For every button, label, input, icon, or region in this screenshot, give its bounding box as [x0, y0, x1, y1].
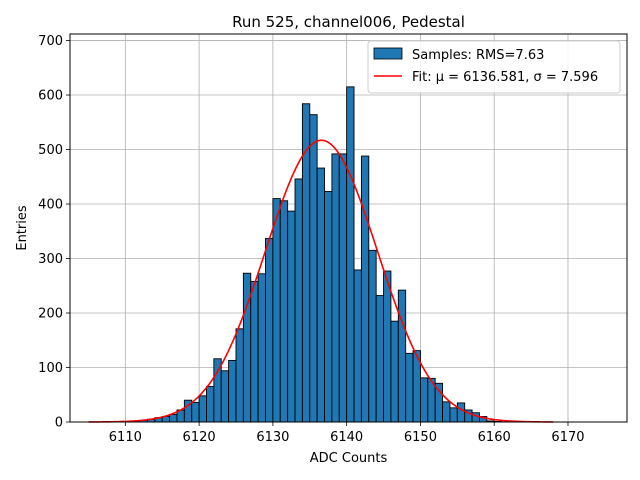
histogram-bar: [250, 280, 259, 423]
histogram-bar: [169, 413, 178, 423]
histogram-bar: [442, 401, 451, 423]
histogram-bar: [198, 395, 207, 423]
y-axis-title: Entries: [15, 205, 30, 251]
histogram-bar: [353, 269, 362, 423]
y-tick-label: 100: [38, 361, 63, 376]
histogram-bar: [206, 386, 215, 423]
axis-ticks: 6110 6120 6130 6140 6150 6160 6170 0 100 200 300 40…: [38, 34, 584, 445]
histogram-bar: [375, 295, 384, 423]
histogram-bar: [368, 249, 377, 423]
histogram-bar: [456, 402, 466, 423]
x-tick-label: 6160: [478, 430, 511, 445]
y-tick-label: 700: [38, 34, 63, 49]
y-tick-label: 0: [55, 416, 63, 431]
x-tick-label: 6140: [330, 430, 363, 445]
histogram-bar: [419, 377, 429, 423]
histogram-bar: [434, 382, 444, 423]
y-tick-label: 400: [38, 198, 63, 213]
plot-frame: [69, 33, 628, 423]
histogram-bar: [309, 114, 318, 423]
histogram-bar: [324, 191, 333, 423]
histogram-bar: [383, 270, 392, 423]
legend: Samples: RMS=7.63 Fit: μ = 6136.581, σ =…: [367, 40, 621, 94]
chart-title: Run 525, channel006, Pedestal: [232, 13, 465, 31]
x-tick-label: 6130: [256, 430, 289, 445]
histogram-bar: [272, 198, 281, 423]
histogram-bar: [242, 272, 252, 423]
x-tick-label: 6150: [404, 430, 437, 445]
y-tick-label: 600: [38, 89, 63, 104]
legend-bar-swatch: [373, 47, 403, 60]
histogram-bar: [191, 401, 200, 423]
histogram-bar: [287, 210, 296, 423]
histogram-bar: [397, 289, 407, 423]
y-tick-label: 200: [38, 307, 63, 322]
x-tick-label: 6170: [551, 430, 584, 445]
histogram-bar: [449, 407, 458, 423]
histogram-bar: [257, 273, 266, 423]
x-axis-title: ADC Counts: [310, 451, 388, 466]
legend-box: [367, 40, 621, 94]
histogram-bar: [235, 328, 244, 423]
histogram-bar: [316, 167, 325, 423]
x-tick-label: 6110: [109, 430, 142, 445]
histogram-bar: [390, 320, 399, 423]
y-tick-label: 500: [38, 143, 63, 158]
histogram-bar: [338, 153, 348, 423]
histogram-bar: [265, 237, 274, 423]
histogram-bar: [279, 200, 289, 423]
legend-label-samples: Samples: RMS=7.63: [412, 48, 544, 63]
y-tick-label: 300: [38, 252, 63, 267]
fit-curve: [88, 139, 554, 423]
histogram-bar: [228, 359, 237, 423]
histogram-bar: [405, 352, 414, 423]
histogram-bar: [331, 153, 340, 423]
histogram-bar: [294, 178, 303, 423]
x-tick-label: 6120: [183, 430, 216, 445]
histogram-bar: [220, 370, 230, 423]
legend-label-fit: Fit: μ = 6136.581, σ = 7.596: [412, 70, 598, 85]
histogram-bar: [360, 155, 370, 423]
histogram-bar: [346, 86, 355, 423]
